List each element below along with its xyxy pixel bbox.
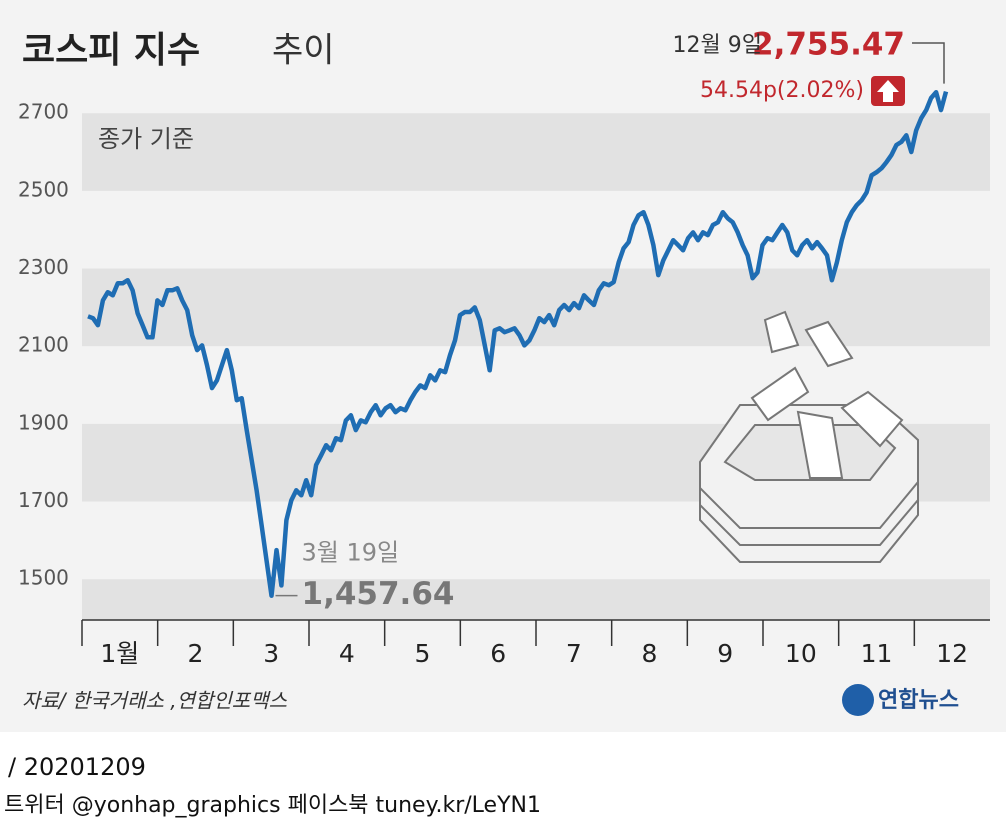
annotation-leader — [912, 42, 945, 84]
x-tick-label: 4 — [339, 639, 355, 668]
x-tick-label: 2 — [188, 639, 204, 668]
subtitle: 종가 기준 — [98, 125, 194, 153]
y-tick-label: 1700 — [18, 488, 69, 512]
x-tick-label: 5 — [415, 639, 431, 668]
grid-band — [82, 268, 990, 347]
logo: 연합뉴스 — [878, 687, 959, 713]
y-tick-label: 1500 — [18, 566, 69, 590]
source: 자료/ 한국거래소 ,연합인포맥스 — [22, 689, 288, 713]
chart-title: 코스피 지수 — [22, 30, 200, 71]
x-tick-label: 9 — [717, 639, 733, 668]
annotation-min-value: 1,457.64 — [302, 576, 455, 612]
grid-band — [82, 113, 990, 191]
footer-credit: 트위터 @yonhap_graphics 페이스북 tuney.kr/LeYN1 — [4, 793, 541, 818]
y-tick-label: 2300 — [18, 255, 69, 279]
up-arrow — [877, 80, 899, 102]
annotation-last-date: 12월 9일 — [673, 33, 762, 58]
logo-icon — [842, 684, 874, 716]
x-tick-label: 12 — [936, 639, 968, 668]
illustration — [699, 310, 919, 563]
y-tick-label: 2100 — [18, 333, 69, 357]
chart-background — [0, 0, 1006, 732]
x-tick-label: 6 — [490, 639, 506, 668]
footer-date: / 20201209 — [8, 753, 146, 781]
y-tick-label: 1900 — [18, 410, 69, 434]
annotation-last-value: 2,755.47 — [752, 27, 905, 63]
x-tick-label: 8 — [642, 639, 658, 668]
x-tick-label: 1월 — [100, 639, 139, 668]
line-series — [87, 89, 949, 598]
y-tick-label: 2700 — [18, 100, 69, 124]
x-tick-label: 3 — [263, 639, 279, 668]
x-tick-label: 10 — [785, 639, 817, 668]
x-tick-label: 7 — [566, 639, 582, 668]
grid-band — [82, 579, 990, 620]
y-tick-label: 2500 — [18, 177, 69, 201]
x-tick-label: 11 — [861, 639, 893, 668]
annotation-min-date: 3월 19일 — [302, 539, 400, 567]
chart-title-suffix: 추이 — [272, 31, 335, 71]
annotation-last-change: 54.54p(2.02%) — [700, 78, 864, 103]
